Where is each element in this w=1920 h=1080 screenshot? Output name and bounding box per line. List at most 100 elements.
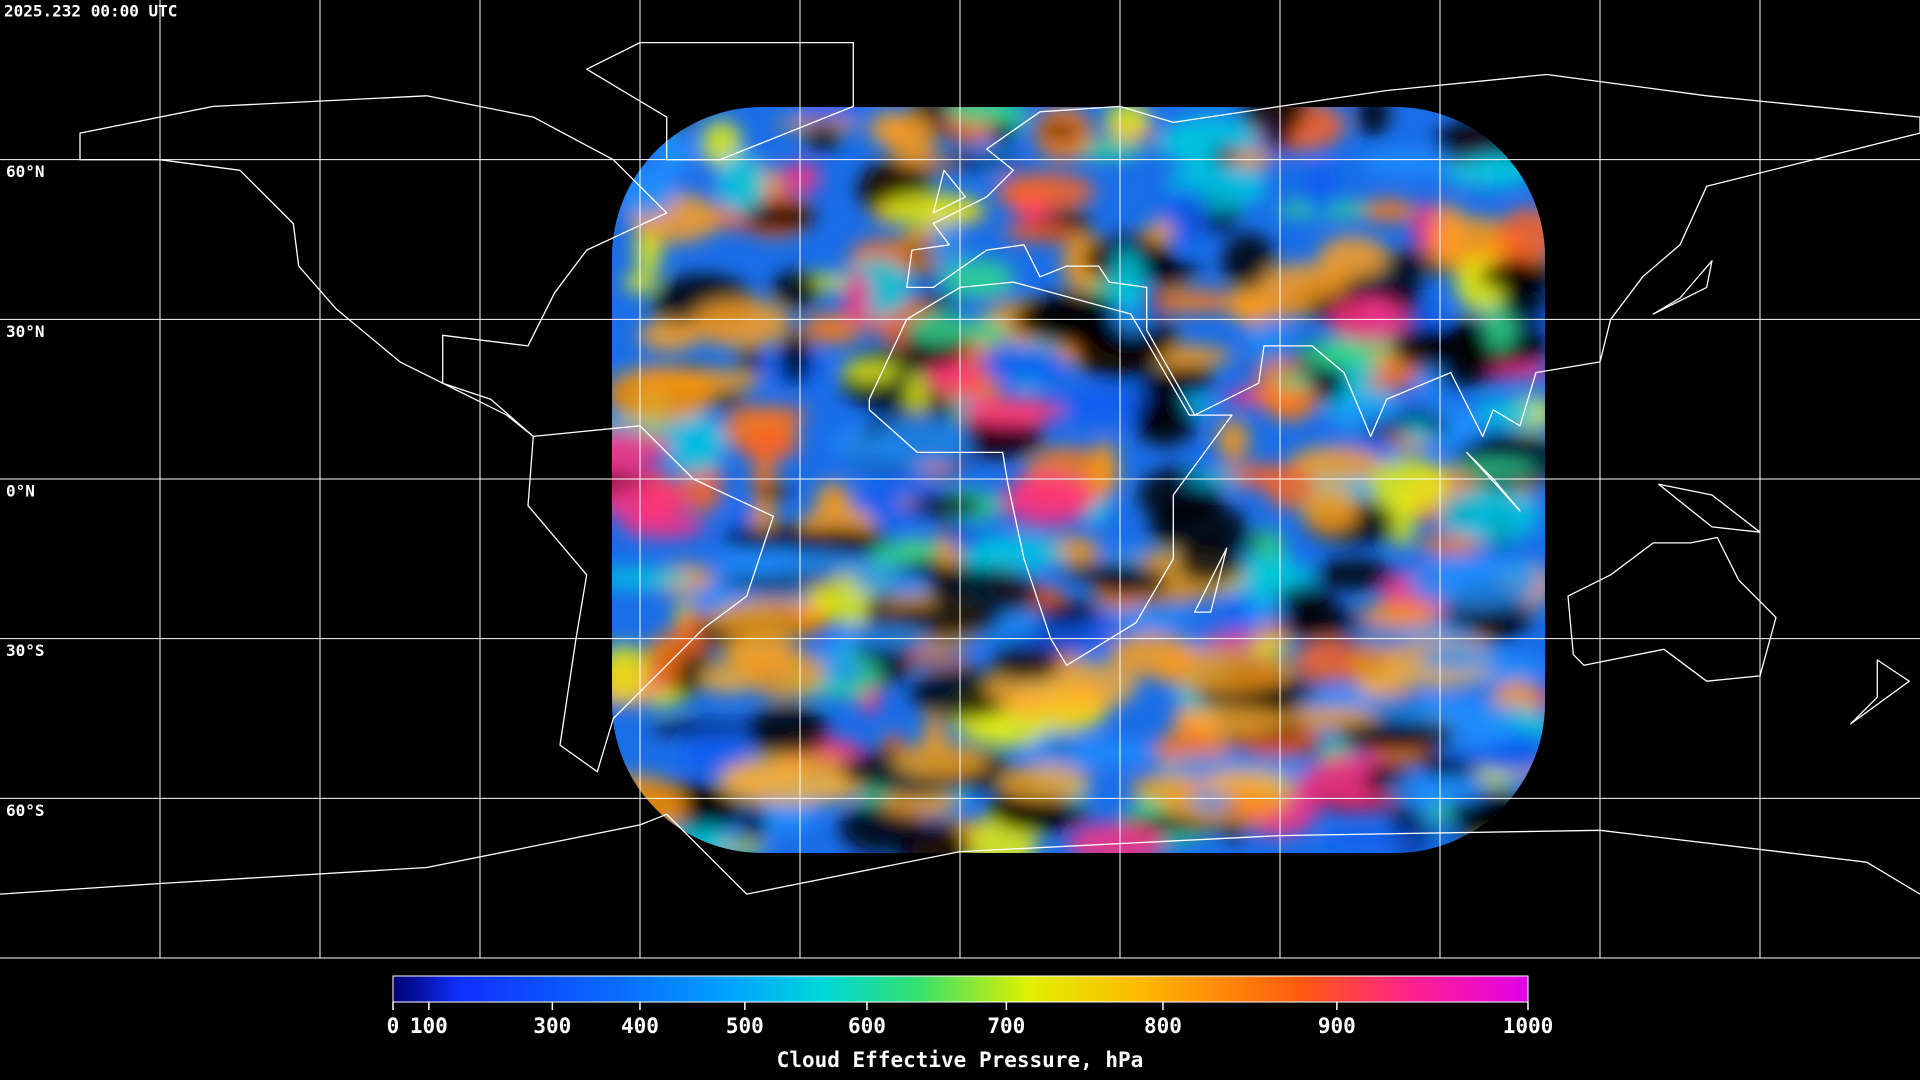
graticule: 60°N 30°N 0°N 30°S 60°S [0,0,1920,959]
colorbar-label: Cloud Effective Pressure, hPa [777,1048,1144,1072]
sat-blob [947,520,982,552]
sat-blob [841,359,900,384]
sat-blob [961,397,1064,427]
lat-label: 0°N [6,482,35,501]
sat-blob [995,172,1096,211]
sat-blob [1249,636,1289,655]
sat-blob [698,662,759,695]
sat-blob [946,107,1015,124]
coastline [1850,659,1910,725]
sat-blob [1092,315,1178,361]
sat-blob [1228,149,1274,169]
sat-blob [1153,647,1294,693]
coastline [932,169,966,214]
sat-blob [1265,464,1315,509]
timestamp: 2025.232 00:00 UTC [4,2,177,21]
sat-blob [997,763,1091,801]
lat-label: 60°S [6,801,45,820]
sat-blob [1474,398,1538,427]
sat-blob [1129,774,1206,802]
sat-blob [1090,567,1170,597]
sat-blob [1415,361,1442,397]
sat-blob [815,482,851,515]
sat-blob [986,794,1069,826]
sat-blob [975,346,1068,383]
colorbar-tick-label: 400 [621,1014,659,1038]
sat-blob [1033,600,1102,623]
coastline [906,73,1920,438]
sat-blob [1104,107,1151,140]
sat-blob [1303,160,1338,217]
sat-blob [1500,282,1545,321]
colorbar-tick-label: 700 [987,1014,1025,1038]
sat-blob [1449,460,1536,476]
sat-blob [888,112,936,167]
sat-blob [1134,396,1196,447]
sat-blob [1479,261,1545,291]
coastlines [0,41,1920,895]
sat-blob [1003,223,1078,243]
sat-blob [612,644,649,704]
sat-blob [1497,207,1545,263]
sat-blob [1432,203,1466,265]
coastline [586,41,854,161]
coastline [868,281,1233,666]
sat-blob [1013,203,1050,221]
sat-blob [1039,123,1080,139]
colorbar-tick-label: 800 [1144,1014,1182,1038]
colorbar-tick-label: 100 [410,1014,448,1038]
sat-blob [659,369,761,393]
sat-blob [745,647,825,699]
sat-blob [1186,471,1243,485]
sat-blob [1313,558,1394,591]
sat-blob [930,223,960,271]
sat-blob [709,599,828,639]
sat-blob [1202,768,1289,797]
sat-blob [990,645,1061,682]
sat-blob [1354,675,1413,697]
sat-blob [1301,485,1359,533]
sat-blob [1246,324,1298,370]
colorbar-tick-label: 1000 [1503,1014,1554,1038]
sat-blob [803,123,842,150]
sat-blob [802,312,864,345]
sat-blob [1242,599,1286,627]
sat-blob [1001,473,1092,528]
sat-blob [991,117,1013,149]
sat-blob [1264,123,1294,152]
sat-blob [1320,828,1426,851]
sat-blob [665,413,726,475]
sat-blob [716,153,766,214]
colorbar-tick-label: 600 [848,1014,886,1038]
sat-blob [908,311,971,345]
sat-blob [1221,233,1276,290]
sat-blob [1360,151,1456,176]
sat-blob [739,347,763,373]
sat-blob [1391,490,1415,548]
sat-blob [1022,738,1158,767]
sat-blob [612,480,689,523]
sat-blob [690,298,790,348]
satellite-image [612,107,1545,853]
sat-blob [1189,790,1231,810]
coastline [0,813,1920,895]
sat-blob [638,319,701,352]
coastline [1466,451,1521,512]
sat-blob [1439,487,1540,544]
lat-label: 30°S [6,641,45,660]
colorbar-tick-label: 300 [533,1014,571,1038]
sat-blob [1275,584,1337,627]
sat-blob [1362,198,1416,223]
coastline [1194,547,1228,613]
sat-blob [1386,775,1488,805]
sat-blob [964,318,1008,346]
sat-blob [1367,457,1451,513]
sat-blob [738,429,799,461]
sat-blob [1223,592,1255,634]
sat-blob [1357,107,1390,137]
sat-blob [1145,220,1174,244]
sat-blob [1407,555,1542,610]
sat-blob [892,742,990,779]
sat-blob [842,271,871,324]
